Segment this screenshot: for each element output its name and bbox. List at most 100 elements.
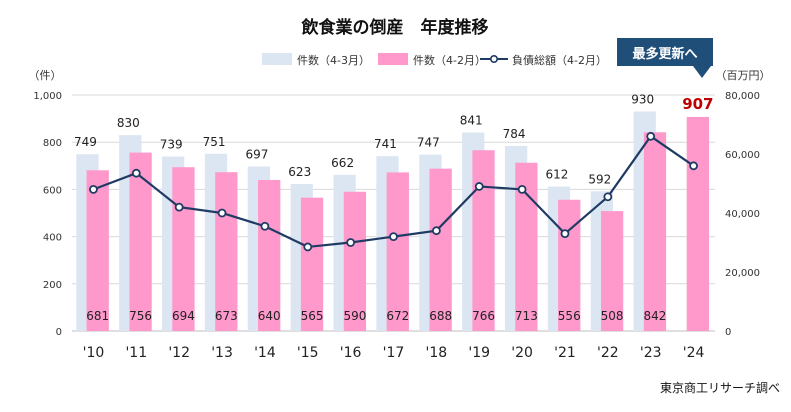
bar-total-label: 784 xyxy=(503,127,526,141)
bar-total-label: 741 xyxy=(374,137,397,151)
bar-partial-label: 756 xyxy=(129,309,152,323)
x-tick-label: '18 xyxy=(426,345,448,361)
legend-line-marker xyxy=(489,54,498,63)
bar-partial xyxy=(300,197,324,331)
x-tick-label: '21 xyxy=(554,345,576,361)
bar-total-label: 612 xyxy=(546,168,569,182)
liability-line xyxy=(89,131,698,252)
legend-label-partial: 件数（4-2月） xyxy=(413,54,486,67)
bar-partial xyxy=(172,167,195,331)
bar-partial xyxy=(643,132,667,331)
legend-label-total: 件数（4-3月） xyxy=(297,54,370,67)
bar-partial-label: 673 xyxy=(215,309,238,323)
bar-total-label: 930 xyxy=(631,93,654,107)
x-tick-label: '24 xyxy=(683,345,705,361)
source-note: 東京商工リサーチ調べ xyxy=(660,380,780,395)
bar-total-label: 623 xyxy=(288,165,311,179)
right-tick-label: 40,000 xyxy=(725,209,760,220)
x-tick-label: '14 xyxy=(254,345,276,361)
callout-box: 最多更新へ xyxy=(617,38,713,66)
bar-total-label: 662 xyxy=(331,156,354,170)
right-tick-label: 60,000 xyxy=(725,150,760,161)
highlight-value-label: 907 xyxy=(682,95,713,113)
bar-total-label: 830 xyxy=(117,116,140,130)
x-tick-label: '20 xyxy=(511,345,533,361)
x-tick-label: '10 xyxy=(83,345,105,361)
bar-partial xyxy=(600,211,624,331)
bar-partial-label: 713 xyxy=(515,309,538,323)
bar-partial xyxy=(515,162,538,331)
liability-point xyxy=(260,221,270,231)
liability-point xyxy=(217,208,227,218)
bar-partial xyxy=(686,116,709,331)
right-tick-label: 20,000 xyxy=(725,268,760,279)
x-tick-label: '11 xyxy=(125,345,147,361)
bar-partial-label: 688 xyxy=(429,309,452,323)
bar-partial-label: 681 xyxy=(86,309,109,323)
bar-partial xyxy=(258,179,281,331)
bar-partial-label: 694 xyxy=(172,309,195,323)
legend-swatch-partial xyxy=(378,53,408,65)
bar-partial-label: 565 xyxy=(301,309,324,323)
legend: 件数（4-3月） 件数（4-2月） 負債総額（4-2月） xyxy=(262,53,607,67)
bar-partial-label: 672 xyxy=(386,309,409,323)
liability-point xyxy=(303,242,313,252)
liability-point xyxy=(431,226,441,236)
left-tick-label: 1,000 xyxy=(33,91,62,102)
liability-point xyxy=(174,202,184,212)
bar-partial xyxy=(343,191,367,331)
x-tick-label: '16 xyxy=(340,345,362,361)
bar-partial-label: 508 xyxy=(601,309,624,323)
bar-partial xyxy=(386,172,409,331)
left-tick-label: 200 xyxy=(43,280,62,291)
liability-point xyxy=(517,184,527,194)
x-tick-label: '19 xyxy=(468,345,490,361)
bar-partial-label: 590 xyxy=(343,309,366,323)
left-tick-label: 800 xyxy=(43,138,62,149)
legend-swatch-total xyxy=(262,53,292,65)
bar-total-label: 739 xyxy=(160,138,183,152)
left-tick-label: 0 xyxy=(56,327,62,338)
bars xyxy=(76,111,709,332)
liability-point xyxy=(474,182,484,191)
liability-point xyxy=(131,168,141,178)
left-tick-label: 400 xyxy=(43,233,62,244)
bar-total-label: 841 xyxy=(460,114,483,128)
bar-partial xyxy=(86,170,109,331)
axes: 0 200 400 600 800 1,000 0 20,000 40,000 60,000 80,… xyxy=(33,91,760,361)
legend-label-liability: 負債総額（4-2月） xyxy=(512,53,607,67)
bar-partial xyxy=(129,152,152,331)
bar-total-label: 747 xyxy=(417,136,440,150)
x-tick-label: '22 xyxy=(597,345,619,361)
x-tick-label: '12 xyxy=(168,345,190,361)
x-tick-label: '13 xyxy=(211,345,233,361)
bar-partial-label: 556 xyxy=(558,309,581,323)
left-tick-label: 600 xyxy=(43,185,62,196)
chart-title: 飲食業の倒産 年度推移 xyxy=(301,17,489,38)
right-tick-label: 0 xyxy=(725,327,731,338)
x-tick-label: '23 xyxy=(640,345,662,361)
right-tick-label: 80,000 xyxy=(725,91,760,102)
bar-total-label: 751 xyxy=(203,135,226,149)
left-axis-label: （件） xyxy=(29,69,62,82)
bar-partial-label: 842 xyxy=(644,309,667,323)
liability-point xyxy=(646,131,656,141)
bar-partial xyxy=(429,168,452,331)
data-labels: 749 681 830 756 739 694 751 673 697 640 623 565 662 5… xyxy=(74,93,714,323)
x-tick-label: '17 xyxy=(383,345,405,361)
bar-total-label: 697 xyxy=(245,148,268,162)
bar-partial-label: 640 xyxy=(258,309,281,323)
bar-partial xyxy=(215,172,238,331)
liability-point xyxy=(603,192,613,202)
liability-point xyxy=(389,232,398,242)
bar-partial-label: 766 xyxy=(472,309,495,323)
liability-point xyxy=(689,161,698,171)
right-axis-label: （百万円） xyxy=(716,69,771,82)
liability-point xyxy=(89,184,98,194)
liability-point xyxy=(560,229,570,239)
bar-total-label: 749 xyxy=(74,135,97,149)
x-tick-label: '15 xyxy=(297,345,319,361)
liability-point xyxy=(346,238,356,247)
